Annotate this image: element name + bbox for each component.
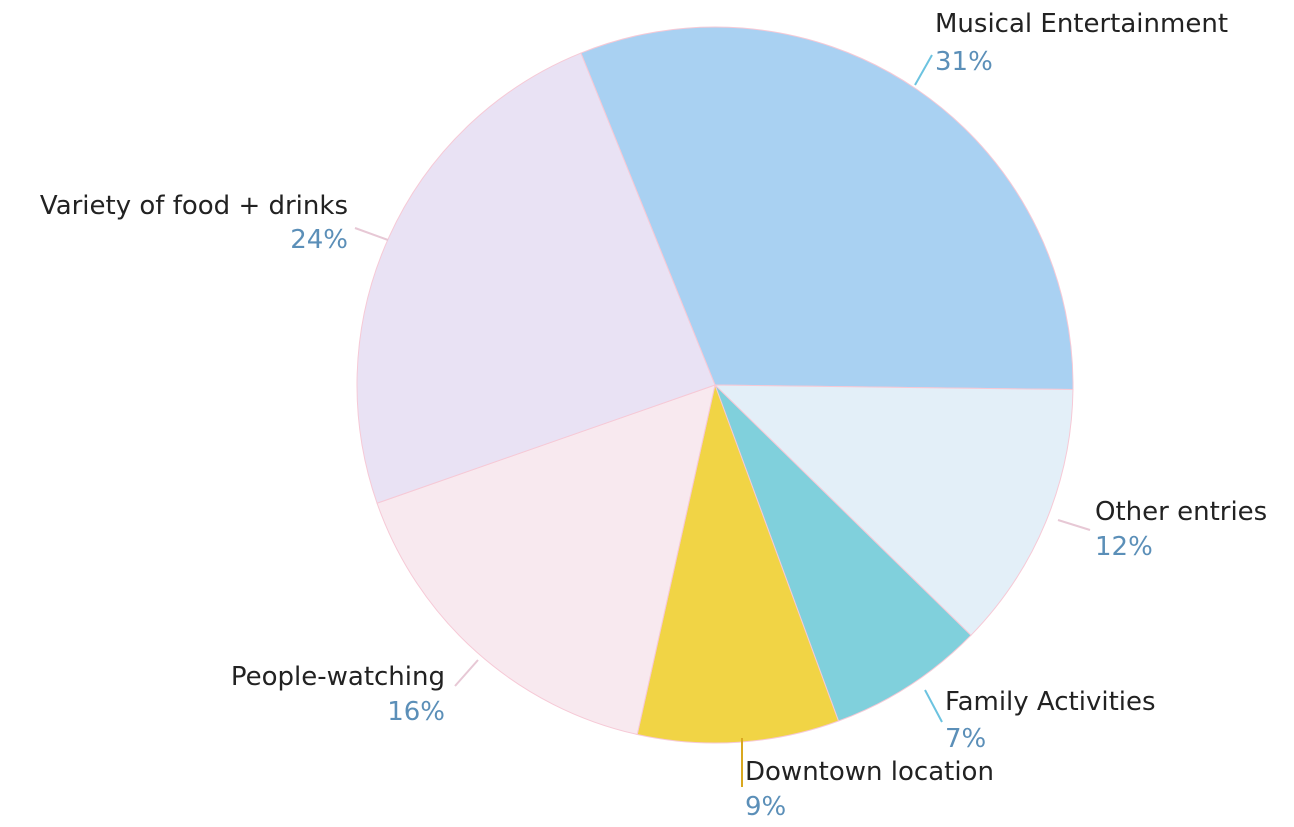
slice-value-label: 24%: [290, 225, 348, 255]
slice-label: Variety of food + drinks: [40, 191, 348, 221]
slice-label: Musical Entertainment: [935, 9, 1228, 39]
slice-label: Other entries: [1095, 497, 1267, 527]
slice-label: Downtown location: [745, 757, 994, 787]
pie-slice: [356, 52, 716, 504]
slice-value-label: 7%: [945, 724, 986, 754]
slice-label: People-watching: [231, 662, 445, 692]
leader-line: [914, 54, 933, 86]
pie-slice: [580, 26, 1074, 391]
slice-value-label: 16%: [387, 697, 445, 727]
pie-slice: [636, 383, 840, 744]
slice-label: Family Activities: [945, 687, 1156, 717]
pie-slice: [713, 384, 1074, 637]
pie-slice: [714, 384, 972, 722]
leader-line: [454, 659, 479, 687]
slice-value-label: 12%: [1095, 532, 1153, 562]
slice-value-label: 9%: [745, 792, 786, 822]
pie-slice: [376, 384, 716, 736]
leader-line: [924, 689, 943, 723]
leader-line: [1057, 519, 1091, 531]
leader-line: [354, 227, 389, 241]
slice-value-label: 31%: [935, 47, 993, 77]
